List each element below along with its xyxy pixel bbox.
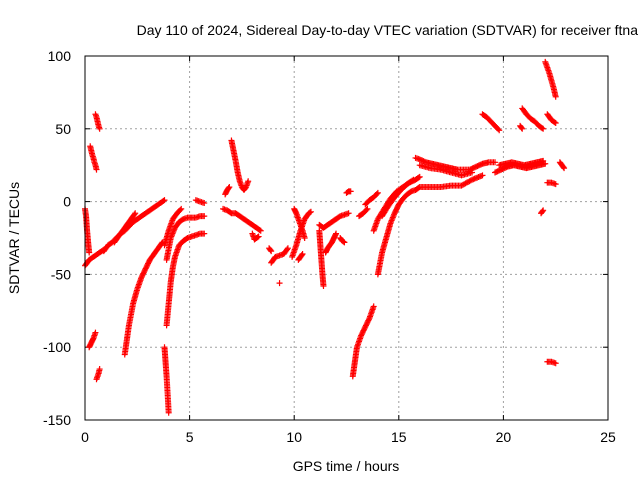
data-point-arc41 <box>540 125 547 132</box>
data-point-arc10 <box>165 409 172 416</box>
data-point-arc18 <box>255 233 262 240</box>
data-point-arc4 <box>96 125 103 132</box>
data-point-arc33 <box>467 177 474 184</box>
data-point-arc19 <box>284 246 291 253</box>
data-point-arc13 <box>177 206 184 213</box>
data-points <box>82 58 568 416</box>
data-point-arc27 <box>333 230 340 237</box>
data-point-arc2 <box>86 249 93 256</box>
data-point-arc28 <box>341 239 348 246</box>
data-point-arc48 <box>560 164 567 171</box>
data-point-arc16 <box>225 185 232 192</box>
data-point-arc33 <box>479 172 486 179</box>
data-point-arc11 <box>201 230 208 237</box>
y-tick-label: -100 <box>43 339 71 355</box>
data-point-arc31 <box>364 205 371 212</box>
data-point-arc19 <box>284 245 291 252</box>
x-tick-label: 10 <box>286 429 302 445</box>
data-point-arc42 <box>519 125 526 132</box>
data-point-arc34 <box>415 174 422 181</box>
data-point-arc48 <box>561 165 568 172</box>
x-tick-label: 15 <box>391 429 407 445</box>
data-point-arc18 <box>254 234 261 241</box>
data-point-arc22 <box>306 209 313 216</box>
x-axis-label: GPS time / hours <box>293 458 400 474</box>
data-point-arc31 <box>363 206 370 213</box>
x-tick-label: 5 <box>186 429 194 445</box>
data-point-arc6 <box>96 366 103 373</box>
data-point-arc32 <box>373 190 380 197</box>
chart-title: Day 110 of 2024, Sidereal Day-to-day VTE… <box>137 22 639 38</box>
data-point-arc45 <box>552 119 559 126</box>
data-point-arc3 <box>93 166 100 173</box>
data-point-arc8 <box>132 210 139 217</box>
data-point-arc21 <box>276 280 283 287</box>
data-point-arc35 <box>410 176 417 183</box>
data-point-arc15 <box>256 226 263 233</box>
data-point-arc42 <box>518 124 525 131</box>
y-tick-label: -150 <box>43 412 71 428</box>
grid <box>85 56 608 420</box>
data-point-arc41 <box>539 125 546 132</box>
x-tick-label: 20 <box>496 429 512 445</box>
x-tick-label: 0 <box>81 429 89 445</box>
data-point-arc43 <box>540 207 547 214</box>
data-point-arc17 <box>245 178 252 185</box>
data-point-arc37 <box>469 169 476 176</box>
data-point-arc40 <box>540 157 547 164</box>
data-point-arc45 <box>551 119 558 126</box>
y-tick-label: 100 <box>48 48 72 64</box>
y-tick-label: 50 <box>55 121 71 137</box>
y-tick-label: -50 <box>51 266 71 282</box>
data-point-arc28 <box>340 238 347 245</box>
data-point-arc25 <box>320 283 327 290</box>
data-point-arc29 <box>347 188 354 195</box>
data-point-arc43 <box>539 208 546 215</box>
data-point-arc38 <box>496 127 503 134</box>
data-point-arc24 <box>298 251 305 258</box>
data-point-arc34 <box>416 173 423 180</box>
data-point-arc7 <box>160 197 167 204</box>
data-point-arc38 <box>495 126 502 133</box>
y-axis-label: SDTVAR / TECUs <box>6 182 22 294</box>
data-point-arc20 <box>268 248 275 255</box>
data-point-arc16 <box>226 184 233 191</box>
data-point-arc30 <box>370 303 377 310</box>
data-point-arc12 <box>201 213 208 220</box>
data-point-arc7 <box>161 197 168 204</box>
data-point-arc15 <box>257 227 264 234</box>
data-point-arc8 <box>131 211 138 218</box>
data-point-arc32 <box>374 189 381 196</box>
data-point-arc44 <box>552 93 559 100</box>
data-point-arc14 <box>201 200 208 207</box>
data-point-arc35 <box>409 177 416 184</box>
data-point-arc24 <box>299 251 306 258</box>
plot-frame <box>84 55 609 421</box>
data-point-arc23 <box>301 235 308 241</box>
data-point-arc13 <box>178 205 185 212</box>
data-point-arc26 <box>345 210 352 217</box>
data-point-arc20 <box>267 247 274 254</box>
data-point-arc47 <box>552 360 559 367</box>
data-point-arc46 <box>552 181 559 188</box>
y-tick-label: 0 <box>63 194 71 210</box>
data-point-arc22 <box>307 208 314 215</box>
x-tick-label: 25 <box>600 429 616 445</box>
data-point-arc36 <box>492 159 499 166</box>
data-point-arc5 <box>92 329 99 336</box>
